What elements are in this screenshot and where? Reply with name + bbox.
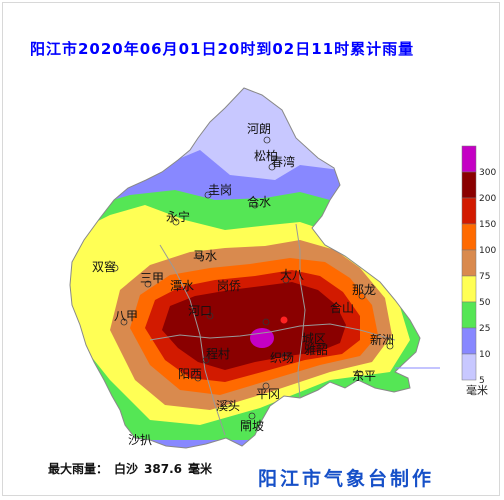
place-label: 马水	[193, 249, 217, 263]
max-rain-unit: 毫米	[188, 462, 213, 476]
county-boundary	[149, 323, 396, 341]
station-marker	[202, 356, 210, 364]
legend-tick-label: 100	[479, 246, 496, 256]
place-label: 閘坡	[240, 419, 264, 433]
place-label: 春湾	[271, 154, 295, 169]
station-marker	[358, 292, 366, 300]
legend-swatch	[461, 171, 477, 199]
county-boundary	[295, 223, 306, 399]
max-rain-label: 最大雨量：	[48, 462, 109, 476]
place-label: 城区	[302, 332, 326, 346]
station-marker	[356, 370, 364, 378]
place-label: 东平	[352, 369, 376, 383]
station-marker	[281, 352, 289, 360]
legend-tick-label: 300	[479, 168, 496, 178]
station-marker	[268, 163, 276, 171]
legend-swatch	[461, 301, 477, 329]
max-rain-note: 最大雨量： 白沙 387.6 毫米	[48, 460, 218, 477]
place-label: 程村	[206, 346, 230, 361]
place-label: 河朗	[247, 122, 271, 136]
legend-swatch	[461, 145, 477, 173]
legend-swatch	[461, 327, 477, 355]
county-boundary	[159, 244, 226, 436]
place-label: 沙扒	[128, 433, 152, 447]
legend-swatch	[461, 275, 477, 303]
place-label: 松柏	[254, 148, 278, 163]
legend-swatch	[461, 197, 477, 225]
station-marker	[251, 201, 259, 209]
station-marker	[120, 318, 128, 326]
station-marker	[194, 374, 202, 382]
legend-swatch	[461, 223, 477, 251]
legend-tick-label: 150	[479, 220, 496, 230]
legend-tick-label: 50	[479, 298, 491, 308]
place-label: 雅韶	[304, 342, 328, 357]
place-label: 新洲	[370, 332, 394, 347]
station-marker	[172, 218, 180, 226]
place-label: 合水	[247, 194, 271, 209]
bureau-credit: 阳江市气象台制作	[258, 468, 435, 490]
place-label: 织场	[270, 351, 294, 365]
station-marker	[204, 191, 212, 199]
place-label: 阳西	[178, 367, 202, 381]
place-label: 溪头	[216, 399, 240, 413]
legend-swatch	[461, 249, 477, 277]
station-marker	[195, 252, 203, 260]
place-label: 三甲	[140, 271, 164, 285]
legend-unit: 毫米	[466, 383, 488, 397]
max-rain-marker	[280, 316, 288, 324]
station-marker	[248, 412, 256, 420]
place-label: 合山	[330, 300, 354, 315]
legend-tick-label: 75	[479, 272, 490, 282]
station-marker	[262, 382, 270, 390]
place-label: 那龙	[352, 283, 376, 297]
station-markers	[111, 136, 394, 420]
place-label: 岗侨	[217, 279, 241, 293]
legend-swatch	[461, 353, 477, 381]
place-label: 八甲	[114, 309, 138, 323]
station-marker	[282, 276, 290, 284]
city-boundary	[69, 87, 421, 449]
legend-tick-label: 25	[479, 324, 490, 334]
station-marker	[224, 400, 232, 408]
legend-tick-label: 10	[479, 350, 491, 360]
place-label: 平冈	[256, 387, 280, 401]
legend-tick-label: 200	[479, 194, 496, 204]
map-frame	[2, 2, 500, 496]
legend: 300 200 150 100 75 50 25 10 5毫米	[461, 145, 496, 397]
place-label: 河口	[188, 304, 212, 318]
station-marker	[386, 342, 394, 350]
station-marker	[206, 312, 214, 320]
place-label: 双窖	[92, 259, 116, 274]
place-label: 永宁	[166, 209, 190, 224]
map-title: 阳江市2020年06月01日20时到02日11时累计雨量	[30, 40, 415, 58]
station-marker	[262, 318, 270, 326]
legend-tick-label: 5	[479, 376, 485, 386]
place-label: 大八	[280, 268, 304, 282]
station-marker	[263, 136, 271, 144]
place-label: 圭岗	[208, 183, 232, 197]
station-marker	[144, 280, 152, 288]
max-rain-station: 白沙	[114, 462, 139, 476]
station-marker	[111, 264, 119, 272]
place-label: 潭水	[170, 279, 194, 293]
max-rain-value: 387.6	[144, 462, 182, 476]
